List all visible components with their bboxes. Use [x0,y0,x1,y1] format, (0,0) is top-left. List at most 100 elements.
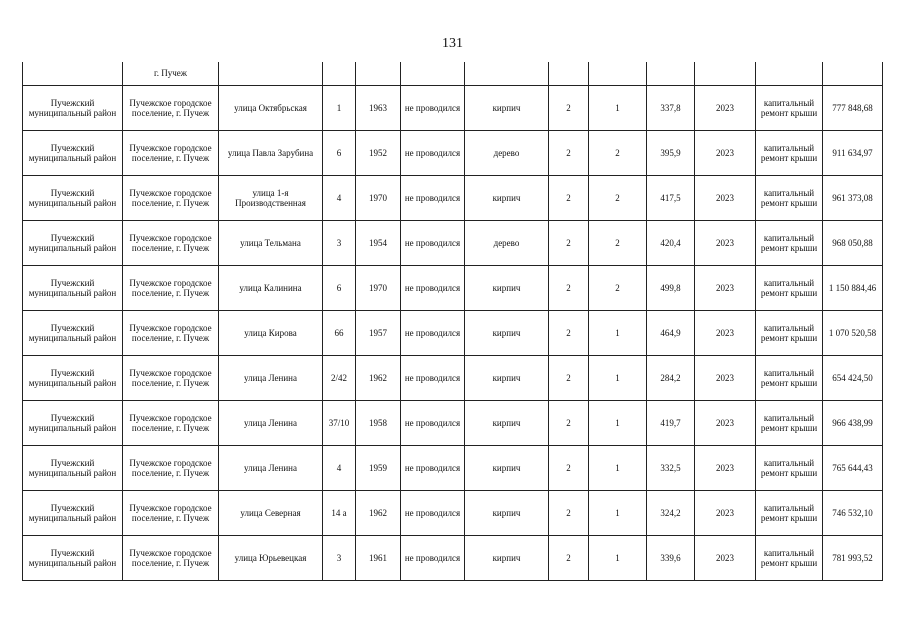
year-cell: 1958 [355,400,401,446]
entrances-cell: 1 [588,310,647,356]
work-cell: капитальный ремонт крыши [755,400,823,446]
material-cell: кирпич [464,445,549,491]
street-cell: улица Калинина [218,265,323,311]
house-cell: 4 [322,445,356,491]
street-cell: улица Ленина [218,445,323,491]
work-cell: капитальный ремонт крыши [755,85,823,131]
last-repair-cell: не проводился [400,355,465,401]
material-cell: кирпич [464,400,549,446]
district-cell: Пучежский муниципальный район [22,355,123,401]
settlement-cell: Пучежское городское поселение, г. Пучеж [122,220,219,266]
continuation-row: г. Пучеж [22,62,883,86]
street-cell: улица Кирова [218,310,323,356]
cost-cell: 1 070 520,58 [822,310,883,356]
entrances-cell: 2 [588,265,647,311]
floors-cell: 2 [548,85,589,131]
year-cell: 1962 [355,355,401,401]
material-cell: кирпич [464,490,549,536]
work-cell: капитальный ремонт крыши [755,265,823,311]
settlement-cell: Пучежское городское поселение, г. Пучеж [122,265,219,311]
cost-cell: 781 993,52 [822,535,883,581]
year-cell: 1963 [355,85,401,131]
street-cell: улица Юрьевецкая [218,535,323,581]
area-cell: 339,6 [646,535,695,581]
cost-cell: 968 050,88 [822,220,883,266]
district-cell: Пучежский муниципальный район [22,535,123,581]
district-cell: Пучежский муниципальный район [22,130,123,176]
floors-cell: 2 [548,265,589,311]
area-cell: 417,5 [646,175,695,221]
street-cell: улица 1-я Производственная [218,175,323,221]
settlement-cell: Пучежское городское поселение, г. Пучеж [122,355,219,401]
plan-year-cell: 2023 [694,265,756,311]
plan-year-cell: 2023 [694,490,756,536]
material-cell: кирпич [464,85,549,131]
last-repair-cell: не проводился [400,400,465,446]
last-repair-cell: не проводился [400,310,465,356]
table-row: Пучежский муниципальный район Пучежское г… [22,400,883,446]
material-cell: кирпич [464,265,549,311]
plan-year-cell: 2023 [694,175,756,221]
settlement-cell: Пучежское городское поселение, г. Пучеж [122,535,219,581]
street-cell: улица Ленина [218,355,323,401]
work-cell: капитальный ремонт крыши [755,355,823,401]
settlement-cell: г. Пучеж [122,62,219,86]
house-cell: 66 [322,310,356,356]
settlement-cell: Пучежское городское поселение, г. Пучеж [122,310,219,356]
area-cell: 324,2 [646,490,695,536]
cost-cell: 911 634,97 [822,130,883,176]
year-cell: 1970 [355,175,401,221]
work-cell: капитальный ремонт крыши [755,445,823,491]
plan-year-cell: 2023 [694,355,756,401]
last-repair-cell: не проводился [400,130,465,176]
plan-year-cell: 2023 [694,130,756,176]
settlement-cell: Пучежское городское поселение, г. Пучеж [122,175,219,221]
district-cell: Пучежский муниципальный район [22,85,123,131]
street-cell: улица Северная [218,490,323,536]
last-repair-cell: не проводился [400,445,465,491]
settlement-cell: Пучежское городское поселение, г. Пучеж [122,85,219,131]
plan-year-cell: 2023 [694,220,756,266]
material-cell: кирпич [464,175,549,221]
area-cell: 420,4 [646,220,695,266]
entrances-cell: 1 [588,490,647,536]
work-cell: капитальный ремонт крыши [755,130,823,176]
page-number: 131 [442,36,463,51]
entrances-cell: 1 [588,445,647,491]
plan-year-cell: 2023 [694,400,756,446]
material-cell: кирпич [464,535,549,581]
entrances-cell: 1 [588,400,647,446]
table-row: Пучежский муниципальный район Пучежское г… [22,175,883,221]
entrances-cell: 2 [588,220,647,266]
plan-year-cell: 2023 [694,85,756,131]
house-cell: 3 [322,535,356,581]
last-repair-cell: не проводился [400,490,465,536]
district-cell: Пучежский муниципальный район [22,175,123,221]
material-cell: дерево [464,130,549,176]
cost-cell: 746 532,10 [822,490,883,536]
material-cell: дерево [464,220,549,266]
entrances-cell: 2 [588,175,647,221]
district-cell: Пучежский муниципальный район [22,220,123,266]
settlement-cell: Пучежское городское поселение, г. Пучеж [122,130,219,176]
street-cell: улица Тельмана [218,220,323,266]
area-cell: 395,9 [646,130,695,176]
entrances-cell: 1 [588,535,647,581]
district-cell: Пучежский муниципальный район [22,490,123,536]
cost-cell: 777 848,68 [822,85,883,131]
plan-year-cell: 2023 [694,535,756,581]
cost-cell: 966 438,99 [822,400,883,446]
year-cell: 1959 [355,445,401,491]
year-cell: 1961 [355,535,401,581]
housing-repair-table: г. Пучеж Пучежский муниципальный район Пу… [22,62,883,581]
entrances-cell: 1 [588,355,647,401]
plan-year-cell: 2023 [694,310,756,356]
year-cell: 1954 [355,220,401,266]
settlement-cell: Пучежское городское поселение, г. Пучеж [122,490,219,536]
cost-cell: 765 644,43 [822,445,883,491]
floors-cell: 2 [548,310,589,356]
floors-cell: 2 [548,175,589,221]
house-cell: 4 [322,175,356,221]
material-cell: кирпич [464,310,549,356]
table-row: Пучежский муниципальный район Пучежское г… [22,445,883,491]
